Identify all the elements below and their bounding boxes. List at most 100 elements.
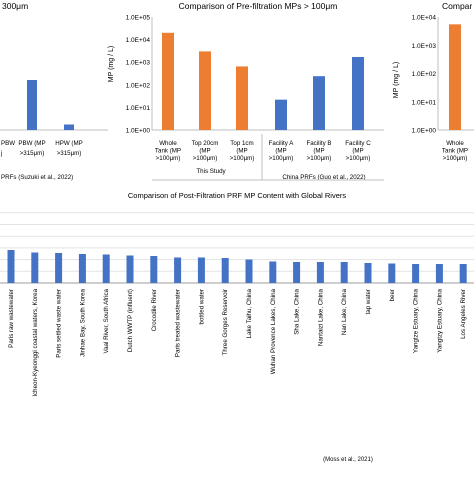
chart-title: Comparison of Post-Filtration PRF MP Con… (128, 191, 347, 200)
bar (316, 262, 324, 283)
category-label: >315μm) (20, 150, 45, 157)
bar (64, 124, 74, 130)
category-label: Tank (MP (155, 148, 181, 155)
category-label: (MP (352, 148, 363, 155)
bar (126, 255, 134, 283)
bar (150, 256, 158, 283)
y-tick-label: 1.0E+00 (126, 128, 151, 135)
category-label: (MP (199, 148, 210, 155)
bar (199, 51, 211, 130)
category-label: Whole (446, 140, 464, 147)
category-label: >100μm) (269, 155, 294, 162)
category-label: HPW (MP (55, 140, 83, 147)
category-label: Los Angeles River (460, 289, 467, 339)
category-label: j (0, 150, 2, 157)
category-label: >100μm) (156, 155, 181, 162)
category-label: >100μm) (193, 155, 218, 162)
category-label: Tank (MP (442, 148, 468, 155)
category-label: Yangtzy Estuary, China (436, 288, 443, 352)
category-label: >100μm) (443, 155, 468, 162)
source-note: (Moss et al., 2021) (323, 457, 373, 463)
chart-panel-pre-filtration: Comparison of Pre-filtration MPs > 100μm… (108, 1, 384, 181)
category-label: beer (389, 289, 396, 301)
bar (269, 261, 277, 283)
bar (7, 250, 15, 283)
category-label: Facility A (269, 140, 295, 147)
category-label: Paris settled waste water (56, 289, 63, 358)
bar (388, 263, 396, 283)
bar (340, 262, 348, 283)
chart-title: Compar (442, 1, 472, 11)
category-label: Sha Lake, China (294, 288, 301, 334)
category-label: Vaal River, South Africa (103, 288, 110, 353)
category-label: PBW (1, 140, 15, 147)
group-label: This Study (196, 168, 226, 175)
bar (78, 254, 86, 283)
category-label: Paris raw wastewater (8, 289, 15, 348)
y-tick-label: 1.0E+01 (126, 105, 151, 112)
bar (102, 254, 110, 283)
y-axis-label: MP (mg / L) (393, 62, 400, 98)
category-label: tap water (365, 289, 372, 314)
category-label: (MP (236, 148, 247, 155)
category-label: Icheon-Kyeonggi coastal waters, Korea (32, 288, 39, 396)
y-tick-label: 1.0E+05 (126, 15, 151, 22)
y-tick-label: 1.0E+02 (126, 82, 151, 89)
category-label: PBW (MP (18, 140, 45, 147)
bar (31, 252, 39, 283)
chart-panel-post-filtration: Comparison of Post-Filtration PRF MP Con… (0, 191, 474, 463)
category-label: Paris treated wastewater (175, 289, 182, 357)
category-label: bottled water (198, 289, 205, 324)
y-tick-label: 1.0E+03 (126, 60, 151, 67)
category-label: Lake Taihu, China (246, 288, 253, 338)
category-label: Three Gorges Reservoir (222, 289, 229, 355)
group-label: PRFs (Suzuki et al., 2022) (1, 174, 73, 181)
category-label: Nantaizi Lake, China (317, 288, 324, 346)
bar (364, 263, 372, 283)
bar (174, 257, 182, 283)
bar (352, 56, 364, 131)
bar (55, 253, 63, 283)
bar (197, 257, 205, 283)
chart-title: 300μm (2, 1, 28, 11)
category-label: Top 1cm (230, 140, 253, 147)
category-label: >100μm) (230, 155, 255, 162)
category-label: >100μm) (346, 155, 371, 162)
y-tick-label: 1.0E+04 (126, 37, 151, 44)
category-label: (MP (275, 148, 286, 155)
y-axis-label: MP (mg / L) (108, 46, 115, 82)
y-tick-label: 1.0E+02 (412, 71, 437, 78)
bar (293, 262, 301, 283)
chart-title: Comparison of Pre-filtration MPs > 100μm (179, 1, 338, 11)
category-label: Whole (159, 140, 177, 147)
category-label: Facility B (306, 140, 331, 147)
bar (412, 264, 420, 283)
y-tick-label: 1.0E+01 (412, 99, 437, 106)
category-label: Crocodile River (151, 289, 158, 331)
y-tick-label: 1.0E+00 (412, 128, 437, 135)
category-label: Top 20cm (192, 140, 219, 147)
bar (162, 32, 174, 130)
bar (245, 259, 253, 283)
bar (459, 264, 467, 283)
bar (313, 76, 325, 130)
bar (275, 99, 287, 130)
category-label: >100μm) (307, 155, 332, 162)
category-label: Yangtze Estuary, China (413, 288, 420, 353)
category-label: >315μm) (57, 150, 82, 157)
bar (27, 80, 37, 130)
chart-panel-suzuki: 300μm PBW j PRFs (Suzuki et al., 2022) P… (0, 1, 108, 181)
category-label: (MP (313, 148, 324, 155)
category-label: Dutch WWTP (influent) (127, 289, 134, 352)
category-label: Jinhae Bay, South Korea (79, 288, 86, 357)
group-label: China PRFs (Guo et al., 2022) (282, 174, 365, 181)
bar (221, 258, 229, 283)
bar (449, 24, 461, 130)
category-label: Nan Lake, China (341, 288, 348, 335)
y-tick-label: 1.0E+03 (412, 43, 437, 50)
bar (435, 264, 443, 283)
chart-panel-right: Compar MP (mg / L) 1.0E+00 1.0E+01 1.0E+02… (393, 1, 474, 162)
bar (236, 66, 248, 130)
